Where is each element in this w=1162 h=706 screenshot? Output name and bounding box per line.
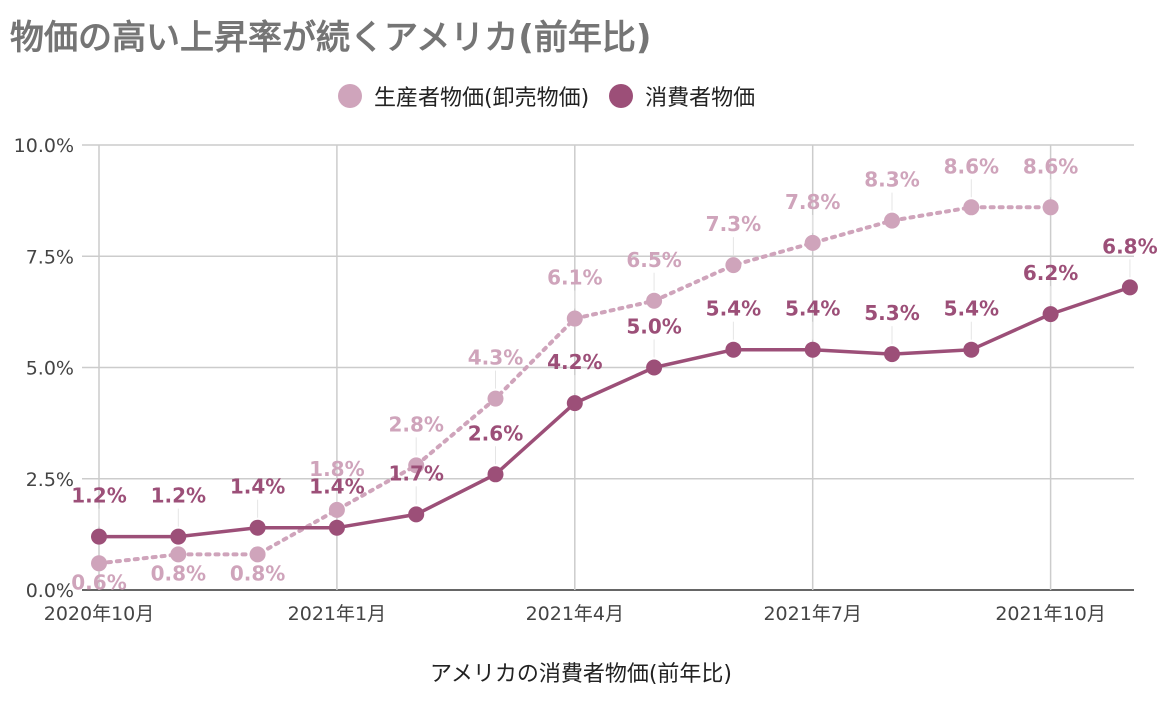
data-point-1	[804, 341, 821, 358]
data-label-0: 0.8%	[230, 561, 285, 585]
data-label-1: 5.4%	[706, 297, 761, 321]
data-label-0: 8.6%	[1023, 154, 1078, 178]
data-label-1: 2.6%	[468, 421, 523, 445]
data-point-0	[646, 292, 663, 309]
y-tick-label: 2.5%	[26, 469, 74, 491]
data-label-1: 1.2%	[151, 484, 206, 508]
data-label-1: 5.4%	[944, 297, 999, 321]
legend-swatch-cpi	[609, 84, 634, 108]
x-tick-label: 2021年1月	[288, 603, 386, 625]
data-point-1	[646, 359, 663, 376]
data-point-0	[804, 234, 821, 251]
y-tick-label: 5.0%	[26, 358, 74, 380]
data-label-0: 2.8%	[388, 412, 443, 436]
x-tick-label: 2020年10月	[44, 603, 155, 625]
data-label-1: 4.2%	[547, 350, 602, 374]
x-axis-title: アメリカの消費者物価(前年比)	[429, 662, 733, 687]
data-label-0: 4.3%	[468, 346, 523, 370]
legend-swatch-ppi	[338, 84, 362, 108]
data-label-0: 0.8%	[151, 561, 206, 585]
x-tick-label: 2021年4月	[526, 603, 624, 625]
data-point-1	[725, 341, 742, 358]
data-point-0	[566, 310, 583, 327]
data-label-1: 5.4%	[785, 297, 840, 321]
series-line-1	[97, 285, 1132, 539]
data-point-0	[91, 555, 107, 572]
x-tick-label: 2021年10月	[995, 603, 1106, 625]
x-tick-label: 2021年7月	[763, 603, 861, 625]
data-label-1: 6.2%	[1023, 261, 1078, 285]
y-tick-label: 7.5%	[26, 246, 74, 268]
data-point-0	[487, 390, 504, 407]
data-label-1: 1.7%	[388, 461, 443, 485]
data-point-1	[963, 341, 980, 358]
data-label-1: 5.0%	[626, 315, 681, 339]
data-label-0: 7.8%	[785, 190, 840, 214]
legend-label-ppi: 生産者物価(卸売物価)	[374, 86, 590, 111]
data-point-0	[884, 212, 900, 229]
chart-title: 物価の高い上昇率が続くアメリカ(前年比)	[10, 18, 652, 58]
data-point-0	[328, 501, 345, 518]
data-point-0	[408, 457, 425, 474]
data-point-1	[328, 519, 345, 536]
data-label-1: 1.2%	[71, 484, 126, 508]
y-tick-label: 10.0%	[14, 135, 74, 157]
data-label-1: 6.8%	[1102, 234, 1157, 258]
data-label-0: 8.6%	[944, 154, 999, 178]
data-point-1	[487, 466, 504, 483]
data-label-0: 8.3%	[864, 168, 919, 192]
data-point-1	[566, 395, 583, 412]
data-label-1: 1.4%	[230, 475, 285, 499]
data-label-0: 1.8%	[309, 457, 364, 481]
data-point-1	[91, 528, 107, 545]
legend-item-ppi[interactable]: 生産者物価(卸売物価)	[338, 80, 589, 112]
data-point-1	[1042, 306, 1059, 323]
data-label-1: 1.4%	[309, 475, 364, 499]
data-point-1	[884, 346, 900, 363]
data-point-1	[1121, 279, 1138, 296]
data-point-0	[963, 199, 980, 216]
legend: 生産者物価(卸売物価) 消費者物価	[338, 80, 755, 112]
data-point-0	[1042, 199, 1059, 216]
legend-label-cpi: 消費者物価	[645, 86, 756, 111]
legend-item-cpi[interactable]: 消費者物価	[609, 80, 755, 112]
data-point-0	[170, 546, 187, 563]
data-point-1	[249, 519, 266, 536]
data-label-1: 5.3%	[864, 301, 919, 325]
data-label-0: 0.6%	[71, 570, 126, 594]
data-point-1	[170, 528, 187, 545]
data-label-0: 6.1%	[547, 266, 602, 290]
data-label-0: 7.3%	[706, 212, 761, 236]
y-tick-label: 0.0%	[26, 580, 74, 602]
data-point-0	[725, 257, 742, 274]
data-point-1	[408, 506, 425, 523]
data-label-0: 6.5%	[626, 248, 681, 272]
data-point-0	[249, 546, 266, 563]
